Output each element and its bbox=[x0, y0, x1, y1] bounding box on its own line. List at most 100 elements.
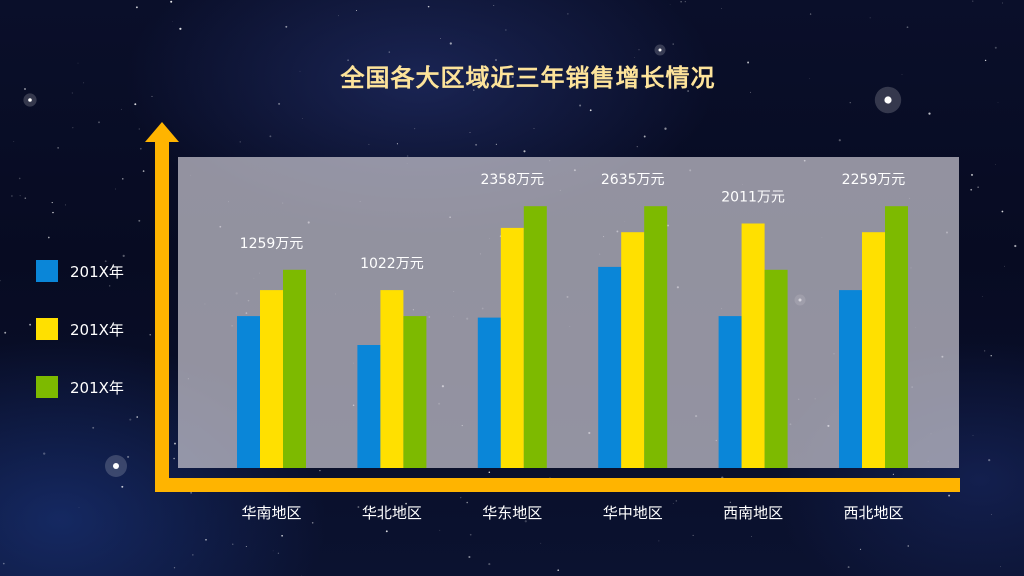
x-axis-line bbox=[155, 478, 960, 492]
star bbox=[988, 459, 991, 462]
star bbox=[205, 539, 207, 541]
star bbox=[72, 127, 74, 129]
star bbox=[272, 550, 274, 552]
star bbox=[466, 501, 468, 504]
star bbox=[869, 511, 872, 513]
bar-西北地区-series-3 bbox=[885, 206, 908, 468]
star bbox=[473, 89, 475, 91]
star bbox=[4, 331, 7, 334]
chart-title: 全国各大区域近三年销售增长情况 bbox=[340, 64, 716, 92]
star bbox=[414, 128, 416, 130]
bar-华东地区-series-3 bbox=[523, 206, 547, 468]
star bbox=[692, 534, 694, 536]
star bbox=[751, 536, 752, 537]
star bbox=[997, 102, 999, 103]
star bbox=[278, 102, 281, 105]
star bbox=[43, 452, 46, 455]
star bbox=[357, 506, 360, 508]
star bbox=[523, 150, 526, 153]
star bbox=[439, 529, 441, 531]
star bbox=[139, 147, 142, 150]
star bbox=[439, 38, 441, 40]
star bbox=[928, 112, 931, 115]
star bbox=[83, 82, 85, 84]
star bbox=[1000, 566, 1001, 568]
star bbox=[151, 95, 153, 97]
star bbox=[675, 500, 677, 502]
star bbox=[747, 61, 750, 64]
bar-西南地区-series-3 bbox=[764, 269, 788, 468]
star bbox=[356, 10, 357, 11]
star bbox=[406, 155, 409, 157]
star bbox=[906, 26, 909, 29]
star bbox=[190, 492, 192, 494]
star bbox=[511, 75, 514, 79]
bar-西南地区-series-2 bbox=[741, 223, 765, 468]
star bbox=[672, 43, 674, 45]
bright-star bbox=[658, 48, 662, 52]
bar-华北地区-series-2 bbox=[380, 290, 404, 468]
bar-华东地区-series-1 bbox=[477, 317, 501, 468]
star bbox=[859, 548, 862, 551]
star bbox=[239, 141, 241, 143]
star bbox=[524, 520, 527, 523]
star bbox=[634, 81, 635, 83]
star bbox=[11, 195, 13, 197]
star bbox=[302, 118, 303, 119]
data-label: 2635万元 bbox=[601, 172, 665, 188]
bright-star bbox=[884, 96, 892, 104]
star bbox=[505, 29, 507, 31]
star bbox=[849, 102, 851, 104]
bar-华中地区-series-3 bbox=[644, 206, 668, 468]
star bbox=[643, 135, 646, 138]
star bbox=[172, 21, 174, 22]
bar-西北地区-series-2 bbox=[862, 232, 885, 468]
star bbox=[245, 546, 247, 547]
bar-华北地区-series-3 bbox=[403, 316, 427, 468]
star bbox=[1001, 210, 1004, 213]
star bbox=[488, 563, 491, 566]
star bbox=[122, 254, 125, 258]
star bbox=[170, 0, 173, 3]
star bbox=[1004, 265, 1005, 267]
star bbox=[18, 177, 21, 180]
star bbox=[311, 522, 314, 524]
star bbox=[658, 540, 660, 542]
star bbox=[567, 13, 569, 15]
category-label: 华南地区 bbox=[241, 504, 301, 522]
star bbox=[92, 426, 95, 429]
star bbox=[907, 545, 909, 547]
star bbox=[78, 507, 80, 508]
star bbox=[984, 350, 986, 352]
value-labels-layer: 1259万元 1022万元 2358万元 2635万元 2011万元 2259万元 bbox=[240, 172, 906, 272]
star bbox=[428, 65, 430, 67]
star bbox=[24, 197, 27, 199]
star bbox=[319, 469, 321, 472]
star bbox=[636, 145, 638, 148]
data-label: 2259万元 bbox=[842, 172, 906, 188]
star bbox=[672, 502, 674, 504]
star bbox=[13, 140, 15, 142]
star bbox=[809, 78, 810, 80]
star bbox=[385, 530, 388, 533]
star bbox=[838, 139, 841, 142]
star bbox=[1014, 244, 1017, 248]
star bbox=[994, 46, 997, 49]
star bbox=[301, 574, 302, 576]
bar-西北地区-series-1 bbox=[839, 290, 862, 468]
bar-华东地区-series-2 bbox=[500, 227, 524, 468]
bar-华中地区-series-2 bbox=[621, 232, 645, 468]
star bbox=[299, 70, 301, 72]
star bbox=[687, 90, 689, 92]
star bbox=[990, 355, 992, 357]
star bbox=[488, 471, 491, 473]
bar-华南地区-series-2 bbox=[260, 290, 283, 468]
star bbox=[174, 442, 176, 445]
data-label: 2011万元 bbox=[721, 190, 785, 206]
star bbox=[684, 1, 686, 3]
star bbox=[901, 74, 903, 75]
star bbox=[847, 566, 850, 569]
star bbox=[347, 59, 349, 62]
star bbox=[179, 27, 182, 30]
star bbox=[388, 51, 391, 53]
